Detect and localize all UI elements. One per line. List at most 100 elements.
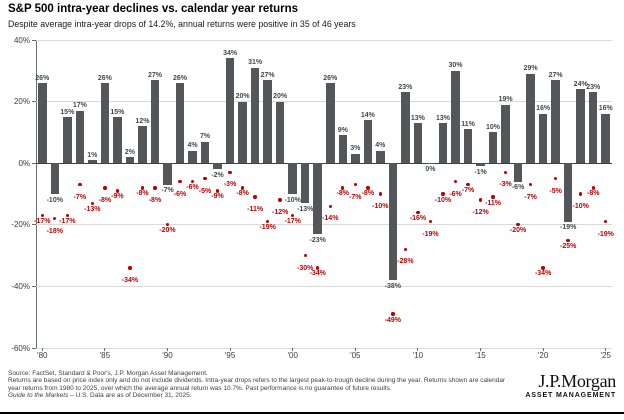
- bar-1982: [63, 117, 72, 164]
- decline-label-1985: -8%: [98, 196, 112, 204]
- decline-dot-2008: [391, 312, 395, 316]
- bar-1990: [163, 163, 172, 185]
- source-line-2: Returns are based on price index only an…: [8, 377, 506, 392]
- decline-dot-2014: [466, 183, 470, 187]
- decline-label-1982: -17%: [59, 218, 76, 226]
- bar-2016: [488, 132, 498, 164]
- x-tick-'15: [480, 348, 482, 351]
- bar-2011: [426, 163, 435, 165]
- x-tick-label: '85: [99, 351, 111, 360]
- bar-label-1986: 15%: [110, 108, 125, 116]
- decline-label-2003: -14%: [322, 215, 339, 223]
- decline-dot-1996: [240, 186, 245, 190]
- decline-label-2017: -3%: [499, 181, 512, 189]
- y-tick--20%: [32, 224, 36, 226]
- decline-label-2016: -11%: [485, 199, 502, 207]
- gridline--40%: [36, 285, 612, 287]
- decline-label-1996: -8%: [236, 190, 249, 198]
- decline-label-2002: -34%: [309, 270, 326, 278]
- x-tick-label: '90: [162, 351, 173, 360]
- decline-label-1981: -18%: [46, 227, 63, 235]
- decline-label-2025: -19%: [597, 230, 614, 238]
- bar-label-1993: 7%: [199, 133, 211, 141]
- decline-dot-2007: [378, 192, 383, 196]
- decline-label-2011: -19%: [422, 230, 439, 238]
- decline-dot-2016: [491, 195, 495, 199]
- bar-1980: [38, 83, 47, 164]
- bar-label-1988: 12%: [135, 117, 150, 125]
- decline-dot-2022: [566, 238, 570, 242]
- x-tick-'00: [292, 348, 294, 351]
- decline-label-2006: -8%: [361, 190, 375, 198]
- gridline-20%: [36, 101, 612, 103]
- decline-label-1980: -17%: [34, 218, 51, 226]
- bar-label-1994: -2%: [211, 171, 224, 179]
- decline-dot-2006: [366, 186, 370, 190]
- decline-dot-2025: [604, 220, 608, 224]
- decline-dot-2018: [516, 223, 520, 227]
- decline-dot-1983: [78, 183, 82, 187]
- decline-label-1997: -11%: [247, 206, 264, 214]
- decline-dot-2002: [316, 266, 320, 270]
- decline-label-2020: -34%: [534, 270, 552, 278]
- decline-label-1995: -3%: [223, 181, 237, 189]
- decline-dot-1993: [203, 176, 207, 181]
- bar-label-2020: 16%: [536, 105, 551, 113]
- x-tick-label: '00: [287, 351, 298, 360]
- bar-label-2023: 24%: [573, 80, 588, 88]
- decline-label-1983: -7%: [73, 193, 87, 201]
- decline-label-2012: -10%: [434, 196, 452, 204]
- footer: Source: FactSet, Standard & Poor's, J.P.…: [8, 370, 616, 400]
- bar-1991: [175, 83, 185, 164]
- bar-label-2001: -13%: [297, 205, 314, 213]
- bar-2024: [588, 92, 598, 164]
- chart-title: S&P 500 intra-year declines vs. calendar…: [8, 3, 298, 15]
- bar-2006: [363, 120, 373, 164]
- decline-label-2005: -7%: [349, 193, 362, 201]
- source-line-1: Source: FactSet, Standard & Poor's, J.P.…: [8, 370, 208, 377]
- x-tick-'25: [605, 348, 607, 351]
- decline-dot-1999: [278, 198, 282, 202]
- decline-label-1990: -20%: [159, 227, 176, 235]
- decline-label-2018: -20%: [509, 227, 527, 235]
- decline-label-2024: -8%: [586, 190, 600, 198]
- decline-label-2010: -16%: [409, 214, 427, 222]
- data-as-of-label: – U.S. Data are as of December 31, 2025.: [68, 392, 192, 400]
- decline-label-2023: -10%: [572, 203, 589, 210]
- bar-2012: [438, 123, 448, 164]
- bar-label-1997: 31%: [248, 59, 263, 67]
- decline-dot-1989: [153, 186, 157, 190]
- decline-label-1993: -5%: [198, 187, 212, 195]
- bar-label-2014: 11%: [461, 120, 475, 128]
- bar-label-1990: -7%: [161, 187, 174, 195]
- decline-dot-2013: [453, 179, 458, 184]
- bar-2002: [313, 163, 322, 235]
- x-tick-'05: [354, 348, 356, 351]
- decline-dot-1987: [128, 266, 132, 270]
- bar-label-2004: 9%: [337, 126, 348, 134]
- bar-1987: [125, 157, 135, 164]
- decline-dot-2021: [553, 176, 558, 181]
- bar-1998: [263, 80, 272, 164]
- decline-label-1989: -8%: [148, 196, 162, 204]
- decline-dot-1997: [253, 195, 257, 199]
- decline-dot-1995: [228, 170, 232, 175]
- bar-label-2019: 29%: [523, 65, 538, 73]
- decline-dot-1988: [140, 186, 145, 190]
- y-tick-label: -20%: [11, 220, 30, 230]
- bottom-rule: [0, 412, 624, 414]
- y-tick-label: 0%: [18, 158, 30, 168]
- decline-dot-2012: [441, 192, 445, 196]
- decline-label-1988: -8%: [136, 190, 149, 198]
- x-axis: '80 '85 '90 '95 '00 '05 '10 '15 '20 '25: [36, 351, 612, 363]
- decline-label-1987: -34%: [121, 276, 139, 284]
- bar-1981: [50, 163, 60, 194]
- decline-dot-2003: [328, 204, 332, 208]
- bar-label-2010: 13%: [410, 114, 425, 122]
- decline-dot-2020: [541, 266, 545, 270]
- bar-label-2006: 14%: [360, 111, 375, 119]
- bar-label-2025: 16%: [598, 105, 613, 113]
- decline-dot-1998: [265, 220, 270, 224]
- decline-label-2014: -7%: [461, 187, 475, 195]
- x-tick-label: '25: [600, 351, 611, 360]
